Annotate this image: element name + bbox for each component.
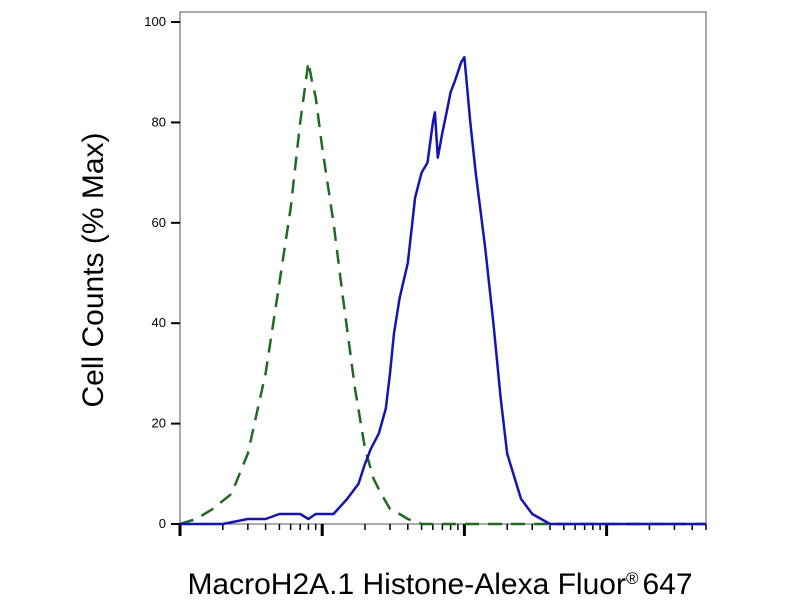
y-tick-label: 40 xyxy=(152,315,166,330)
y-tick-label: 60 xyxy=(152,215,166,230)
y-tick-label: 0 xyxy=(159,516,166,531)
x-axis-label-tail: 647 xyxy=(642,568,692,600)
x-axis-label: MacroH2A.1 Histone-Alexa Fluor® 647 xyxy=(187,568,692,600)
plot-frame xyxy=(179,11,707,525)
series-layer xyxy=(179,55,706,526)
series-line-sample xyxy=(180,55,706,526)
y-tick-label: 100 xyxy=(144,14,166,29)
y-tick-label: 20 xyxy=(152,416,166,431)
x-axis-label-mark: ® xyxy=(626,569,639,588)
plot-border xyxy=(179,11,707,525)
y-axis-label: Cell Counts (% Max) xyxy=(77,132,110,407)
y-tick-label: 80 xyxy=(152,114,166,129)
y-axis: 0 20 40 60 80 100 xyxy=(144,14,180,531)
x-axis-label-main: MacroH2A.1 Histone-Alexa Fluor xyxy=(187,568,626,600)
x-axis xyxy=(178,524,707,536)
series-line-control xyxy=(179,60,706,526)
